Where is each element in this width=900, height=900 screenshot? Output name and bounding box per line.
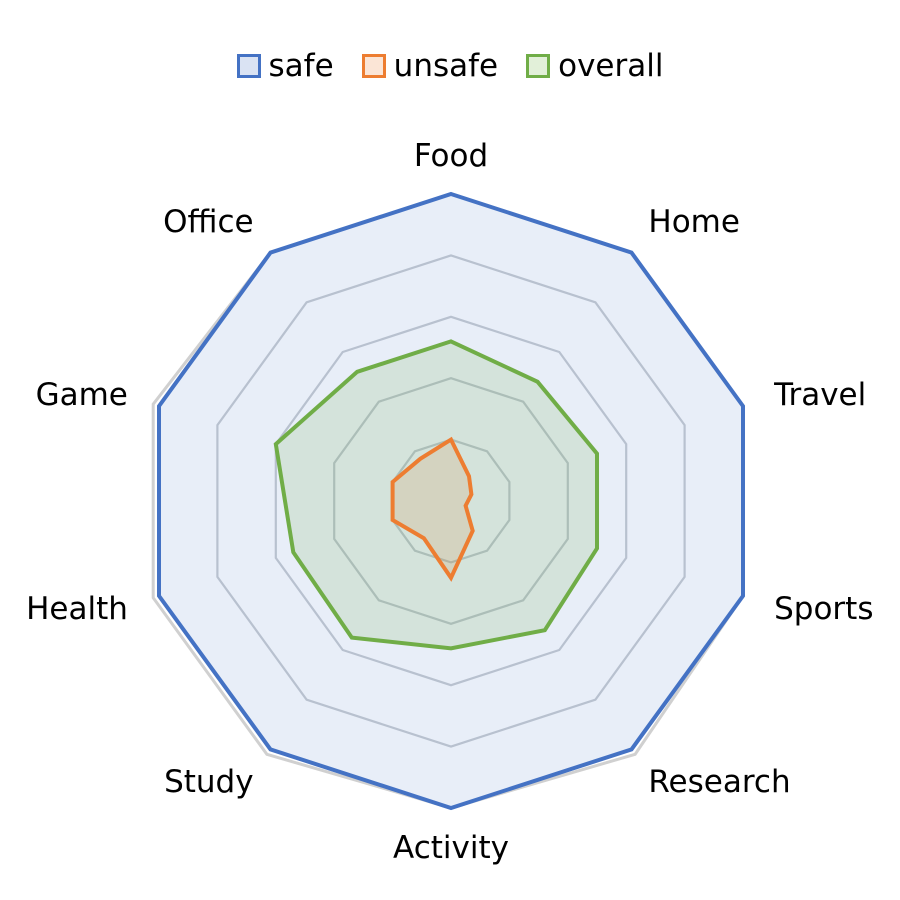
gridline-20 [391, 438, 511, 564]
series-area-unsafe [392, 439, 473, 578]
legend-label-unsafe: unsafe [393, 48, 499, 84]
gridline-40 [333, 377, 569, 625]
radar-series-lines [157, 191, 745, 811]
gridline-60 [274, 315, 628, 687]
legend-item-safe[interactable]: safe [236, 48, 334, 84]
category-label-health: Health [26, 591, 128, 627]
category-label-home: Home [648, 204, 740, 240]
legend-swatch-unsafe [361, 54, 386, 78]
category-label-study: Study [164, 764, 254, 800]
series-area-overall [275, 341, 597, 649]
radar-series-areas [159, 194, 743, 808]
category-label-activity: Activity [393, 830, 509, 866]
series-area-safe [159, 194, 743, 808]
category-label-game: Game [36, 377, 128, 413]
legend-label-overall: overall [558, 48, 664, 84]
gridline-80 [216, 254, 686, 748]
legend-swatch-safe [236, 54, 261, 78]
legend-swatch-overall [526, 54, 551, 78]
category-label-office: Office [163, 204, 254, 240]
category-label-food: Food [414, 138, 488, 174]
category-label-sports: Sports [774, 591, 873, 627]
category-label-travel: Travel [773, 377, 866, 413]
category-labels: Food Home Travel Sports Research Activity Stud… [26, 138, 873, 866]
legend: safe unsafe overall [0, 44, 900, 88]
legend-item-overall[interactable]: overall [526, 48, 663, 84]
legend-item-unsafe[interactable]: unsafe [361, 48, 499, 84]
legend-label-safe: safe [268, 48, 334, 84]
category-label-research: Research [648, 764, 790, 800]
